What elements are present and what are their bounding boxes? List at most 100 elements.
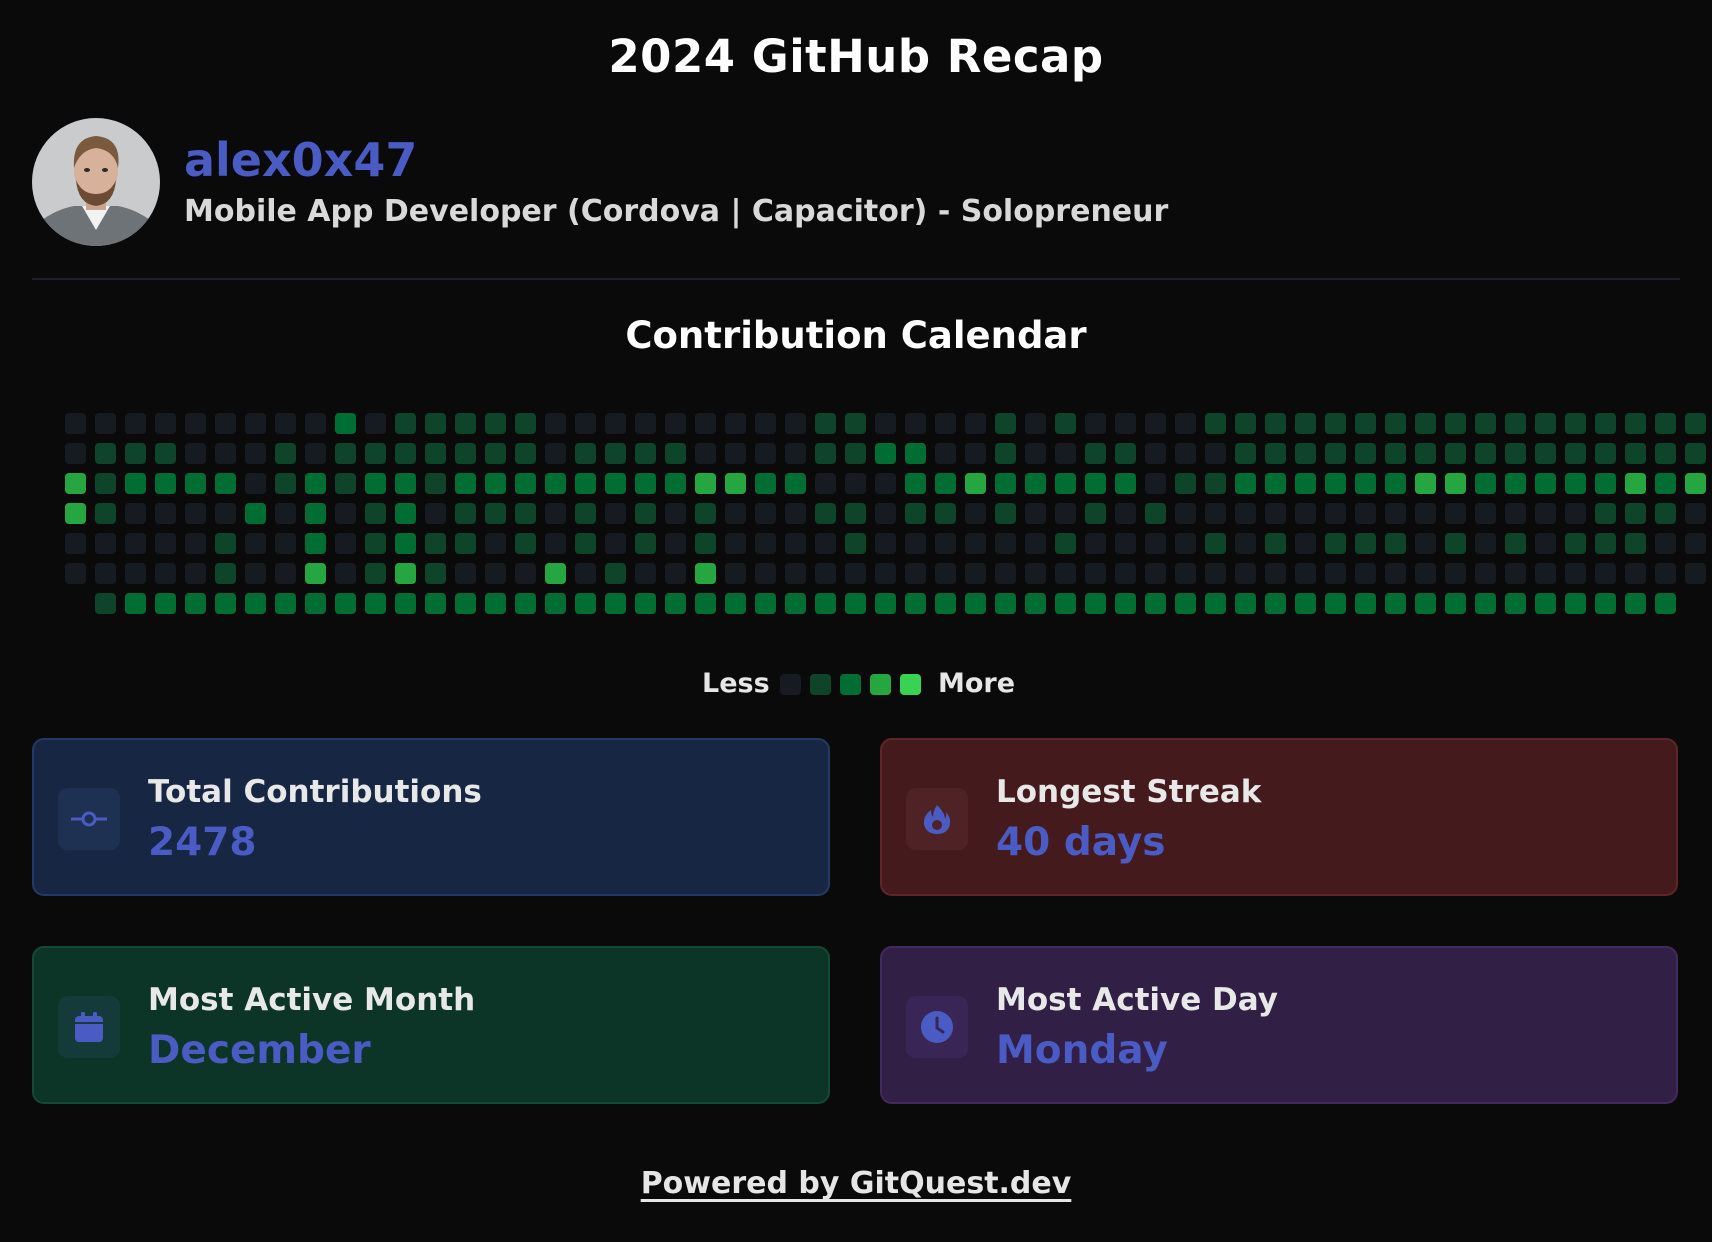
calendar-day-cell (1265, 533, 1286, 554)
calendar-day-cell (1085, 533, 1106, 554)
calendar-day-cell (1145, 503, 1166, 524)
calendar-day-cell (1085, 413, 1106, 434)
footer: Powered by GitQuest.dev (0, 1166, 1712, 1201)
calendar-day-cell (755, 413, 776, 434)
calendar-day-cell (125, 413, 146, 434)
calendar-title: Contribution Calendar (625, 314, 1087, 357)
calendar-day-cell (1325, 473, 1346, 494)
calendar-day-cell (1505, 413, 1526, 434)
calendar-day-cell (95, 533, 116, 554)
calendar-day-cell (845, 593, 866, 614)
calendar-day-cell (1145, 443, 1166, 464)
calendar-day-cell (1595, 413, 1616, 434)
stat-value: 2478 (148, 820, 257, 865)
calendar-day-cell (1205, 533, 1226, 554)
calendar-day-cell (1055, 473, 1076, 494)
calendar-day-cell (365, 413, 386, 434)
calendar-day-cell (1565, 443, 1586, 464)
calendar-day-cell (155, 533, 176, 554)
calendar-day-cell (545, 473, 566, 494)
calendar-day-cell (305, 593, 326, 614)
powered-by-link[interactable]: Powered by GitQuest.dev (640, 1166, 1072, 1201)
stat-value: December (148, 1028, 371, 1073)
calendar-day-cell (335, 503, 356, 524)
calendar-day-cell (395, 473, 416, 494)
calendar-day-cell (1235, 533, 1256, 554)
calendar-day-cell (1685, 533, 1706, 554)
calendar-day-cell (1445, 503, 1466, 524)
calendar-day-cell (1685, 443, 1706, 464)
calendar-day-cell (245, 503, 266, 524)
calendar-day-cell (125, 563, 146, 584)
calendar-day-cell (1625, 413, 1646, 434)
calendar-day-cell (725, 563, 746, 584)
calendar-day-cell (1655, 473, 1676, 494)
calendar-day-cell (155, 503, 176, 524)
calendar-day-cell (1205, 593, 1226, 614)
calendar-day-cell (515, 533, 536, 554)
calendar-day-cell (995, 593, 1016, 614)
calendar-day-cell (875, 503, 896, 524)
calendar-day-cell (965, 503, 986, 524)
calendar-day-cell (815, 563, 836, 584)
calendar-day-cell (965, 563, 986, 584)
calendar-day-cell (575, 413, 596, 434)
calendar-day-cell (1475, 533, 1496, 554)
calendar-day-cell (635, 413, 656, 434)
calendar-day-cell (1115, 473, 1136, 494)
calendar-day-cell (215, 443, 236, 464)
calendar-day-cell (1025, 563, 1046, 584)
calendar-day-cell (1295, 563, 1316, 584)
calendar-day-cell (575, 503, 596, 524)
calendar-day-cell (155, 593, 176, 614)
calendar-day-cell (1535, 413, 1556, 434)
calendar-day-cell (1055, 563, 1076, 584)
calendar-day-cell (725, 503, 746, 524)
calendar-day-cell (1355, 593, 1376, 614)
calendar-day-cell (1205, 443, 1226, 464)
calendar-day-cell (605, 563, 626, 584)
calendar-day-cell (515, 473, 536, 494)
calendar-day-cell (335, 413, 356, 434)
calendar-day-cell (1265, 503, 1286, 524)
legend-level-3 (870, 674, 891, 695)
calendar-day-cell (65, 533, 86, 554)
calendar-day-cell (965, 533, 986, 554)
calendar-day-cell (935, 503, 956, 524)
calendar-day-cell (785, 443, 806, 464)
calendar-day-cell (905, 413, 926, 434)
calendar-day-cell (905, 443, 926, 464)
calendar-day-cell (485, 593, 506, 614)
calendar-day-cell (155, 413, 176, 434)
calendar-day-cell (155, 473, 176, 494)
calendar-day-cell (1385, 443, 1406, 464)
calendar-day-cell (1565, 593, 1586, 614)
calendar-day-cell (425, 443, 446, 464)
calendar-day-cell (1085, 563, 1106, 584)
calendar-day-cell (1085, 473, 1106, 494)
calendar-day-cell (725, 413, 746, 434)
calendar-day-cell (1175, 443, 1196, 464)
calendar-day-cell (1025, 533, 1046, 554)
calendar-day-cell (1595, 593, 1616, 614)
calendar-day-cell (185, 563, 206, 584)
stat-label: Most Active Day (996, 982, 1278, 1018)
calendar-day-cell (365, 443, 386, 464)
calendar-day-cell (1265, 563, 1286, 584)
calendar-day-cell (1295, 473, 1316, 494)
stat-label: Total Contributions (148, 774, 482, 810)
calendar-day-cell (545, 563, 566, 584)
calendar-day-cell (635, 563, 656, 584)
calendar-day-cell (1565, 533, 1586, 554)
calendar-day-cell (95, 443, 116, 464)
username[interactable]: alex0x47 (184, 133, 418, 187)
calendar-day-cell (935, 593, 956, 614)
calendar-day-cell (485, 533, 506, 554)
calendar-day-cell (395, 443, 416, 464)
calendar-day-cell (1565, 413, 1586, 434)
calendar-day-cell (635, 473, 656, 494)
calendar-day-cell (1115, 563, 1136, 584)
calendar-day-cell (185, 443, 206, 464)
calendar-day-cell (1115, 503, 1136, 524)
calendar-day-cell (575, 563, 596, 584)
